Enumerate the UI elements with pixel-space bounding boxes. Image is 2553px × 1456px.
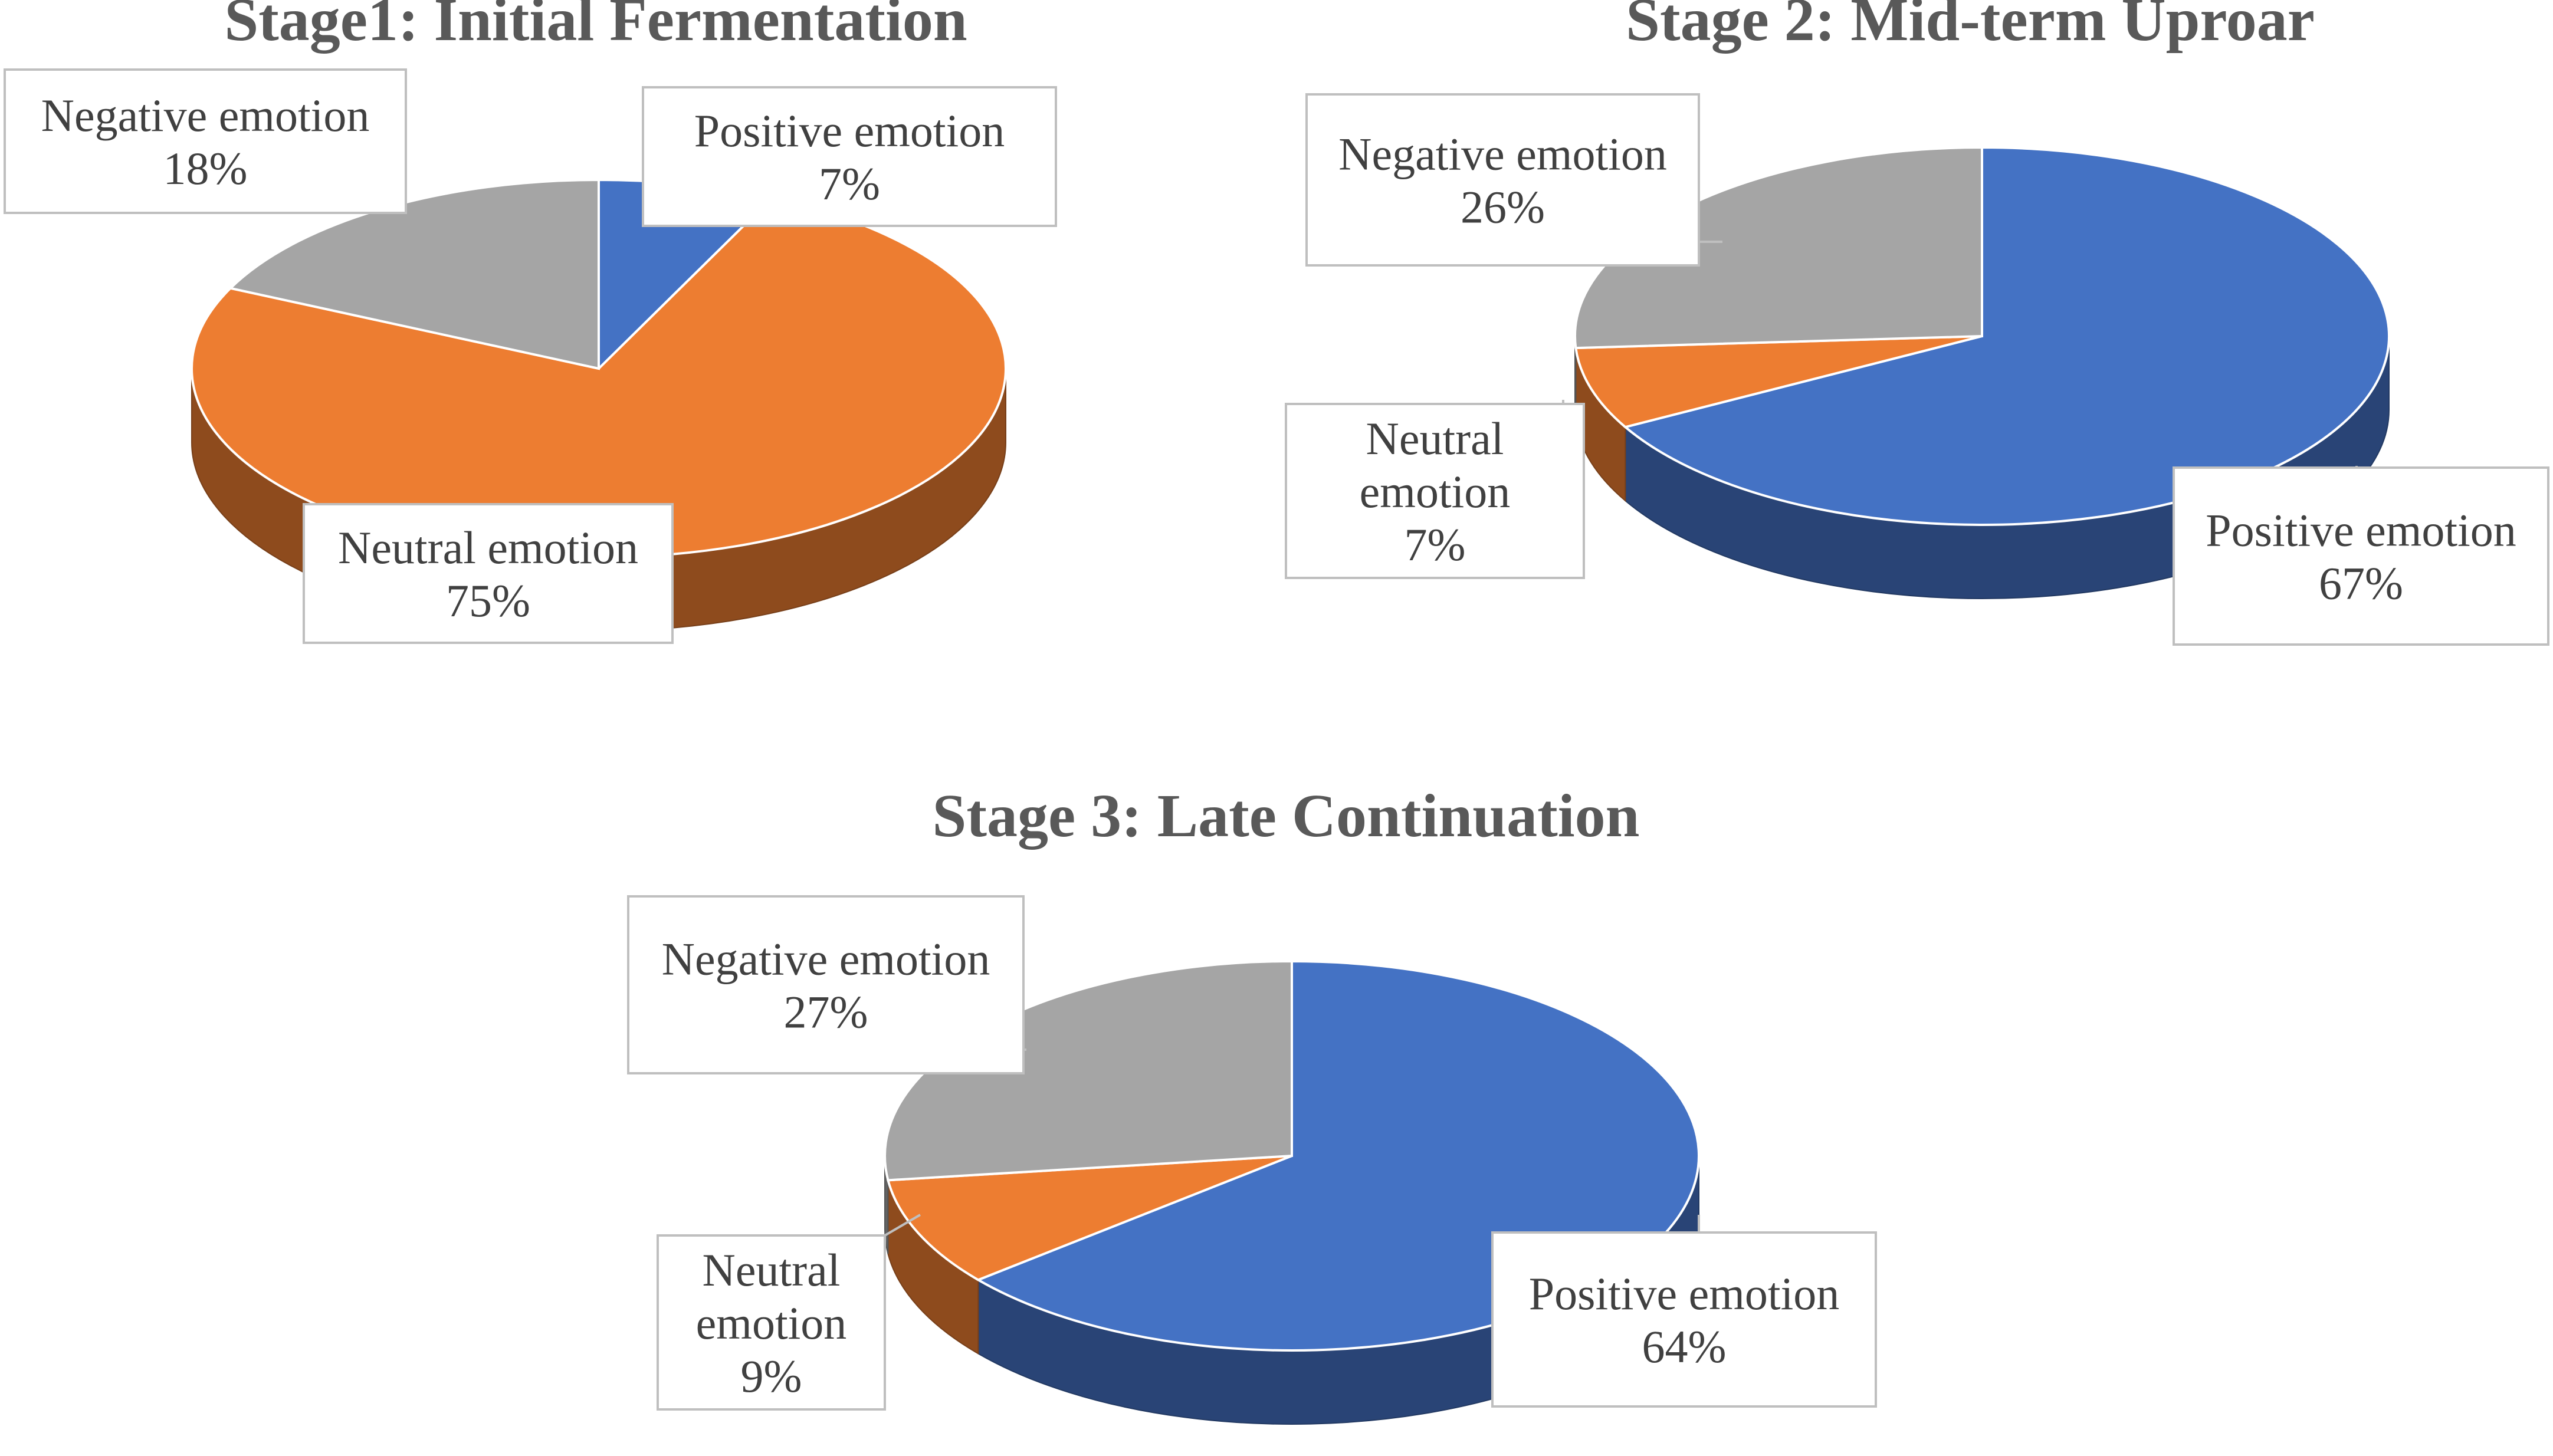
- pie-slice: [1623, 146, 2390, 526]
- data-label-category: Negative emotion: [662, 933, 990, 984]
- chart-title: Stage1: Initial Fermentation: [224, 0, 967, 54]
- data-label-box: [303, 503, 674, 644]
- data-label-value: 7%: [819, 158, 880, 209]
- data-label-category: emotion: [696, 1297, 847, 1349]
- data-label-box: [2173, 466, 2549, 646]
- data-label-category: Negative emotion: [41, 90, 370, 141]
- pie-slice: [1574, 335, 1983, 429]
- data-label-category: Positive emotion: [694, 105, 1005, 156]
- chart-stage-1: Stage1: Initial Fermentation Positive em…: [4, 0, 1057, 644]
- data-label-category: Positive emotion: [1529, 1268, 1840, 1319]
- data-label-box: [1491, 1231, 1877, 1408]
- data-label-box: [4, 68, 407, 214]
- data-label-category: Neutral: [703, 1244, 841, 1296]
- data-label-box: [642, 86, 1057, 227]
- chart-title: Stage 3: Late Continuation: [933, 782, 1640, 850]
- data-label-box: [627, 895, 1025, 1074]
- data-label-category: emotion: [1360, 466, 1511, 517]
- data-label-box: [657, 1234, 886, 1411]
- leader-line: [884, 1214, 921, 1237]
- pie-slice: [191, 196, 1007, 558]
- data-label-value: 18%: [163, 143, 248, 194]
- data-label-value: 7%: [1405, 519, 1466, 570]
- data-label-category: Neutral emotion: [338, 522, 638, 573]
- chart-title: Stage 2: Mid-term Uproar: [1626, 0, 2315, 54]
- data-label-category: Positive emotion: [2206, 504, 2516, 556]
- data-label-value: 26%: [1461, 181, 1545, 232]
- data-label-value: 9%: [741, 1350, 802, 1402]
- chart-stage-3: Stage 3: Late Continuation Positive emot…: [627, 782, 1877, 1425]
- chart-stage-2: Stage 2: Mid-term Uproar Positive emotio…: [1285, 0, 2549, 646]
- data-label-value: 67%: [2319, 557, 2403, 609]
- data-label-value: 64%: [1642, 1321, 1727, 1372]
- data-label-value: 27%: [784, 986, 868, 1037]
- data-label-box: [1305, 93, 1700, 267]
- data-label-category: Neutral: [1366, 413, 1504, 464]
- data-label-category: Negative emotion: [1338, 128, 1667, 179]
- data-label-box: [1285, 403, 1585, 579]
- data-label-value: 75%: [446, 575, 530, 626]
- pie-slice: [886, 1155, 1292, 1281]
